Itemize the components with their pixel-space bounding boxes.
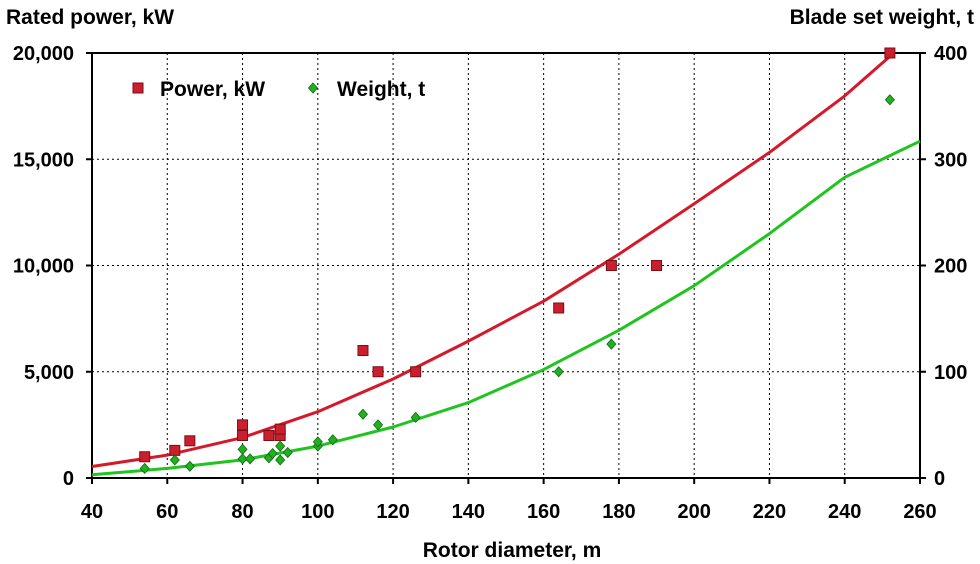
fit-line <box>91 139 921 477</box>
x-tick-label: 80 <box>231 501 253 523</box>
power-point <box>410 366 422 378</box>
weight-point <box>275 454 286 466</box>
x-tick-label: 40 <box>81 501 103 523</box>
legend-weight-label: Weight, t <box>337 78 425 101</box>
legend-power-label: Power, kW <box>160 78 265 101</box>
y2-tick-label: 100 <box>934 362 967 384</box>
power-point <box>605 260 617 271</box>
y2-tick-label: 200 <box>934 256 967 278</box>
legend: Power, kW Weight, t <box>132 78 425 101</box>
y-tick-label: 10,000 <box>13 256 74 278</box>
power-point <box>237 419 249 431</box>
power-point <box>372 366 384 378</box>
power-point <box>553 302 565 314</box>
power-point <box>357 345 369 356</box>
y-tick-label: 20,000 <box>13 43 74 65</box>
x-tick-label: 220 <box>753 501 786 523</box>
power-point <box>651 260 663 271</box>
y-tick-label: 15,000 <box>13 149 74 171</box>
weight-point <box>184 460 195 472</box>
weight-point <box>312 436 323 448</box>
x-tick-label: 200 <box>677 501 710 523</box>
power-point <box>237 430 249 441</box>
weight-point <box>245 453 256 465</box>
power-point <box>274 423 286 435</box>
y-tick-label: 0 <box>63 468 74 490</box>
power-point <box>139 451 151 463</box>
x-tick-label: 260 <box>903 501 936 523</box>
x-tick-label: 140 <box>452 501 485 523</box>
weight-point <box>275 440 286 452</box>
weight-point <box>327 434 338 446</box>
fit-lines <box>91 51 921 477</box>
ticks: 40 60 80 100 120 140 160 180 200 220 240 260 0 5,000 1… <box>13 43 968 523</box>
y2-tick-label: 300 <box>934 149 967 171</box>
legend-power-marker <box>132 82 144 94</box>
power-point <box>884 47 896 59</box>
y2-tick-label: 400 <box>934 43 967 65</box>
fit-line <box>91 51 895 468</box>
y-tick-label: 5,000 <box>24 362 74 384</box>
weight-point <box>884 94 895 106</box>
weight-point <box>553 366 564 378</box>
weight-point <box>169 454 180 466</box>
x-tick-label: 240 <box>828 501 861 523</box>
x-tick-label: 120 <box>376 501 409 523</box>
legend-weight-marker <box>307 82 319 94</box>
x-tick-label: 180 <box>602 501 635 523</box>
x-tick-label: 160 <box>527 501 560 523</box>
weight-point <box>237 453 248 465</box>
weight-point <box>139 462 150 475</box>
power-point <box>184 435 196 447</box>
weight-point <box>357 408 369 420</box>
x-tick-label: 100 <box>301 501 334 523</box>
weight-point <box>372 419 384 431</box>
power-point <box>169 444 181 456</box>
grid <box>92 53 920 478</box>
x-axis-title: Rotor diameter, m <box>423 539 602 562</box>
power-point <box>263 430 275 441</box>
weight-point <box>606 338 617 350</box>
y2-tick-label: 0 <box>934 468 945 490</box>
weight-point <box>237 443 248 455</box>
weight-point <box>282 446 293 459</box>
x-tick-label: 60 <box>156 501 178 523</box>
y-axis-title: Rated power, kW <box>6 6 174 29</box>
weight-point <box>267 447 278 460</box>
data-points <box>139 47 896 475</box>
weight-point <box>410 411 421 424</box>
y2-axis-title: Blade set weight, t <box>790 6 974 29</box>
